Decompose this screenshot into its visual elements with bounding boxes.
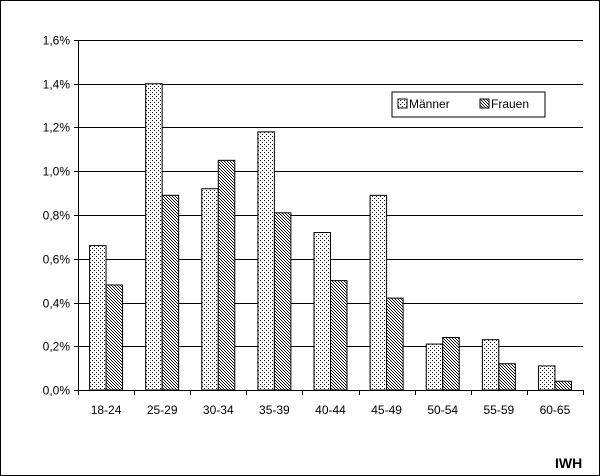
x-axis-tick-labels: 18-24 25-29 30-34 35-39 40-44 45-49 50-54 55-59…: [91, 403, 571, 417]
bar-maenner: [537, 365, 556, 391]
legend-label-maenner: Männer: [409, 97, 450, 111]
bar-maenner: [89, 245, 107, 391]
bar-frauen: [386, 297, 404, 391]
x-tick-label: 35-39: [259, 403, 290, 417]
y-tick-label: 0,0%: [43, 384, 71, 398]
bar-maenner: [201, 188, 219, 391]
bar-frauen: [498, 363, 516, 391]
x-tick-label: 55-59: [483, 403, 514, 417]
legend-swatch-frauen: [479, 98, 490, 109]
x-tick-label: 30-34: [203, 403, 234, 417]
bar-maenner: [257, 131, 275, 391]
x-tick-label: 25-29: [147, 403, 178, 417]
source-label: IWH: [555, 455, 582, 471]
x-tick-label: 60-65: [540, 403, 571, 417]
y-tick-label: 1,4%: [43, 78, 71, 92]
bar-maenner: [481, 339, 500, 391]
x-tick-label: 45-49: [371, 403, 402, 417]
legend: Männer Frauen: [391, 91, 546, 118]
bar-frauen: [161, 194, 180, 391]
bar-frauen: [105, 284, 124, 391]
bar-frauen: [442, 337, 460, 391]
x-tick-label: 18-24: [91, 403, 122, 417]
bar-frauen: [330, 280, 348, 391]
bar-frauen: [217, 159, 236, 391]
bars: [89, 83, 572, 391]
y-tick-label: 0,6%: [43, 253, 71, 267]
y-tick-label: 1,0%: [43, 165, 71, 179]
y-tick-label: 0,4%: [43, 297, 71, 311]
x-tick-label: 50-54: [427, 403, 458, 417]
y-tick-label: 1,6%: [43, 34, 71, 48]
y-tick-label: 0,2%: [43, 340, 71, 354]
bar-maenner: [425, 343, 444, 391]
bar-maenner: [313, 232, 331, 391]
axes: [78, 40, 584, 395]
legend-label-frauen: Frauen: [491, 97, 529, 111]
y-tick-label: 0,8%: [43, 209, 71, 223]
bar-frauen: [554, 380, 572, 391]
bar-frauen: [273, 212, 292, 391]
x-tick-label: 40-44: [315, 403, 346, 417]
y-axis-tick-labels: 0,0% 0,2% 0,4% 0,6% 0,8% 1,0% 1,2% 1,4% 1,6%: [43, 34, 71, 398]
bar-maenner: [369, 194, 388, 391]
legend-swatch-maenner: [397, 98, 408, 109]
y-tick-label: 1,2%: [43, 121, 71, 135]
legend-box: [391, 91, 546, 118]
bar-maenner: [145, 83, 163, 391]
